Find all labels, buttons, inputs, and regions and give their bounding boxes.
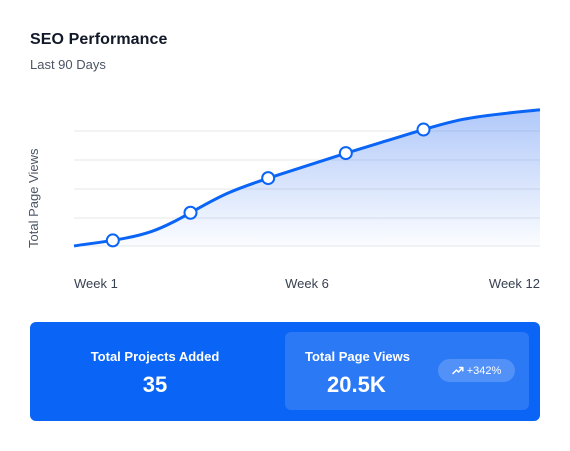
x-tick-label: Week 1 <box>74 276 118 291</box>
data-point[interactable] <box>183 205 198 220</box>
x-tick-label: Week 6 <box>285 276 329 291</box>
y-axis-label: Total Page Views <box>26 148 41 249</box>
stats-panel: Total Projects Added 35 Total Page Views… <box>30 322 540 421</box>
data-point[interactable] <box>105 233 120 248</box>
data-point[interactable] <box>338 146 353 161</box>
chart-line <box>73 108 541 248</box>
data-point[interactable] <box>416 122 431 137</box>
chart-svg: Week 1 Week 6 Week 12 <box>73 108 541 291</box>
change-badge: +342% <box>438 359 515 382</box>
projects-label: Total Projects Added <box>90 349 220 364</box>
projects-stat: Total Projects Added 35 <box>30 322 280 421</box>
trend-up-icon <box>451 366 464 375</box>
page-views-label: Total Page Views <box>305 349 411 364</box>
page-views-value: 20.5K <box>327 372 386 397</box>
data-point[interactable] <box>261 171 276 186</box>
projects-value: 35 <box>142 372 168 397</box>
chart-area <box>74 109 540 246</box>
chart-subtitle: Last 90 Days <box>30 57 106 72</box>
seo-chart: Week 1 Week 6 Week 12 Total Page Views <box>26 108 541 291</box>
page-views-stat: Total Page Views 20.5K +342% <box>285 332 529 410</box>
change-value: +342% <box>466 364 502 377</box>
chart-title: SEO Performance <box>30 31 168 48</box>
x-tick-label: Week 12 <box>489 276 540 291</box>
